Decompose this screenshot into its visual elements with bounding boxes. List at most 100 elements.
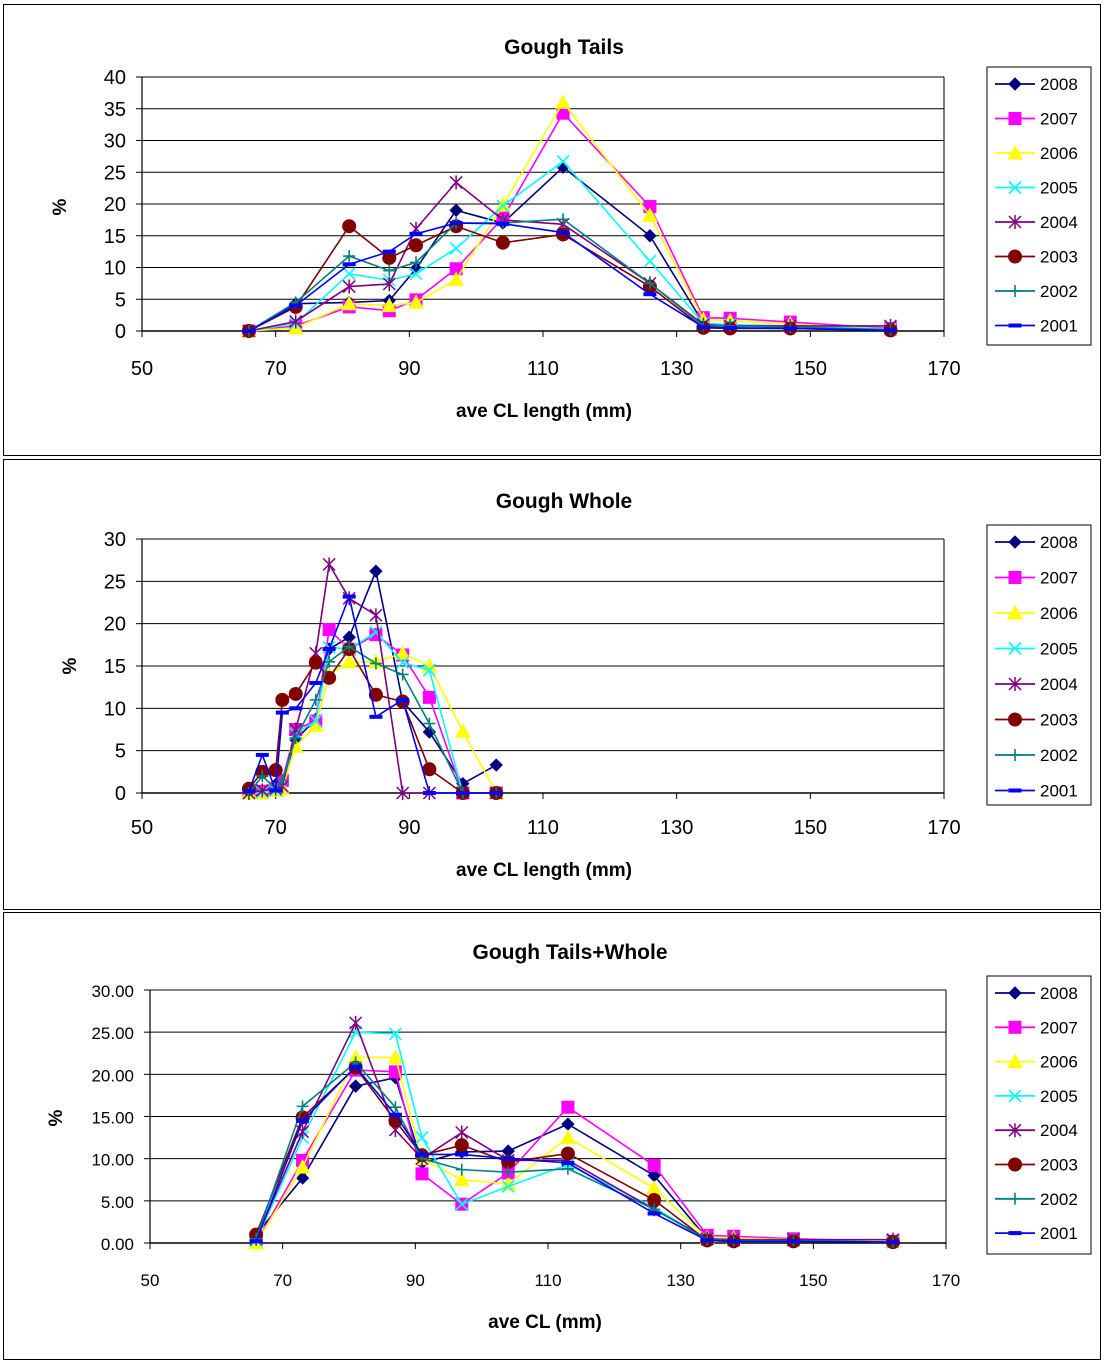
data-point-2008 <box>489 758 503 772</box>
data-point-2001 <box>269 788 283 793</box>
legend-item-2006: 2006 <box>995 604 1078 623</box>
legend-item-2005: 2005 <box>995 1087 1078 1106</box>
series-2005 <box>249 1025 900 1249</box>
y-tick-label: 30.00 <box>91 982 134 1001</box>
legend-item-2001: 2001 <box>995 782 1078 801</box>
data-point-2001 <box>289 303 303 308</box>
data-point-2001 <box>382 249 396 254</box>
data-point-2002 <box>289 731 302 744</box>
x-tick-label: 110 <box>527 817 559 839</box>
data-point-2005 <box>309 714 323 728</box>
chart-title: Gough Whole <box>496 490 632 513</box>
y-axis-label: % <box>50 198 71 215</box>
legend-label: 2008 <box>1040 533 1078 552</box>
x-tick-label: 90 <box>406 1271 425 1290</box>
data-point-2001 <box>786 1239 800 1244</box>
legend-marker-2002 <box>1009 285 1021 297</box>
data-point-2007 <box>422 690 436 704</box>
series-2003 <box>249 1060 900 1250</box>
x-tick-label: 90 <box>398 817 420 839</box>
data-point-2005 <box>396 656 410 670</box>
legend-label: 2004 <box>1040 213 1078 232</box>
legend-item-2004: 2004 <box>995 1121 1078 1140</box>
data-point-2001 <box>422 791 436 795</box>
series-line-2008 <box>255 1076 893 1243</box>
data-point-2005 <box>349 1025 363 1039</box>
data-point-2001 <box>242 329 256 333</box>
x-tick-label: 110 <box>534 1271 561 1290</box>
series-line-2008 <box>248 568 497 794</box>
data-point-2006 <box>454 723 471 738</box>
data-point-2001 <box>322 647 336 652</box>
legend-item-2008: 2008 <box>995 984 1078 1003</box>
data-point-2001 <box>396 697 410 702</box>
y-tick-label: 15 <box>104 656 126 678</box>
legend-marker-2008 <box>1008 77 1022 91</box>
data-point-2002 <box>410 256 423 269</box>
x-tick-label: 130 <box>666 1271 694 1290</box>
legend-label: 2003 <box>1040 1156 1078 1175</box>
legend-marker-2005 <box>1008 1089 1022 1103</box>
data-point-2001 <box>242 789 256 794</box>
y-axis-label: % <box>46 1109 67 1126</box>
chart-panel-tails-whole: Gough Tails+Whole ave CL (mm) % 0.00 5.00… <box>3 912 1101 1360</box>
y-tick-label: 5 <box>115 741 126 763</box>
data-point-2007 <box>561 1100 575 1114</box>
data-point-2006 <box>555 94 571 109</box>
data-point-2004 <box>449 175 463 190</box>
data-point-2004 <box>255 783 269 798</box>
series-2006 <box>248 1049 901 1250</box>
legend-item-2008: 2008 <box>995 533 1078 552</box>
data-point-2006 <box>394 645 411 660</box>
data-point-2004 <box>369 608 383 623</box>
legend-label: 2007 <box>1040 110 1078 129</box>
legend-label: 2008 <box>1040 75 1078 94</box>
legend-label: 2005 <box>1040 179 1078 198</box>
data-point-2004 <box>322 557 336 572</box>
series-line-2004 <box>248 562 497 794</box>
data-point-2001 <box>309 680 323 685</box>
chart-svg: Gough Whole ave CL length (mm) % 0 5 10 15 2… <box>60 490 1092 881</box>
data-point-2006 <box>341 295 358 311</box>
series-2004 <box>249 1015 900 1247</box>
data-point-2001 <box>289 706 303 711</box>
gridlines: 0 5 10 15 20 25 30 50 70 90 110 130 150 170 <box>104 529 961 839</box>
data-point-2002 <box>423 717 436 730</box>
data-point-2001 <box>700 1238 714 1243</box>
chart-title: Gough Tails <box>504 36 624 59</box>
data-point-2005 <box>556 154 570 169</box>
y-tick-label: 5 <box>115 289 126 311</box>
x-tick-label: 130 <box>660 817 693 839</box>
data-point-2005 <box>422 663 436 677</box>
data-point-2003 <box>560 1146 575 1161</box>
data-point-2003 <box>308 655 323 670</box>
legend-item-2001: 2001 <box>995 317 1078 336</box>
data-point-2008 <box>369 564 383 578</box>
data-point-2001 <box>342 262 356 267</box>
legend-item-2005: 2005 <box>995 179 1078 198</box>
y-tick-label: 0 <box>115 321 126 343</box>
data-point-2002 <box>309 693 322 706</box>
x-axis-label: ave CL (mm) <box>488 1312 602 1333</box>
legend-marker-2005 <box>1008 180 1022 195</box>
legend-item-2003: 2003 <box>995 248 1078 267</box>
data-point-2002 <box>343 640 356 653</box>
legend-label: 2004 <box>1040 675 1078 694</box>
y-tick-label: 20.00 <box>91 1066 134 1085</box>
data-point-2001 <box>727 1239 741 1244</box>
data-point-2001 <box>388 1112 402 1117</box>
series-2008 <box>249 1070 900 1249</box>
y-tick-label: 25 <box>104 571 126 593</box>
legend-item-2002: 2002 <box>995 746 1078 765</box>
y-axis-label: % <box>60 657 81 674</box>
data-point-2002 <box>296 1100 309 1113</box>
data-point-2006 <box>646 1180 662 1195</box>
data-point-2003 <box>409 238 424 253</box>
data-point-2005 <box>643 254 657 268</box>
data-point-2002 <box>256 770 269 783</box>
data-point-2005 <box>342 267 356 281</box>
legend-label: 2005 <box>1040 640 1078 659</box>
data-point-2002 <box>643 277 656 290</box>
legend-label: 2005 <box>1040 1087 1078 1106</box>
data-point-2001 <box>696 325 710 330</box>
